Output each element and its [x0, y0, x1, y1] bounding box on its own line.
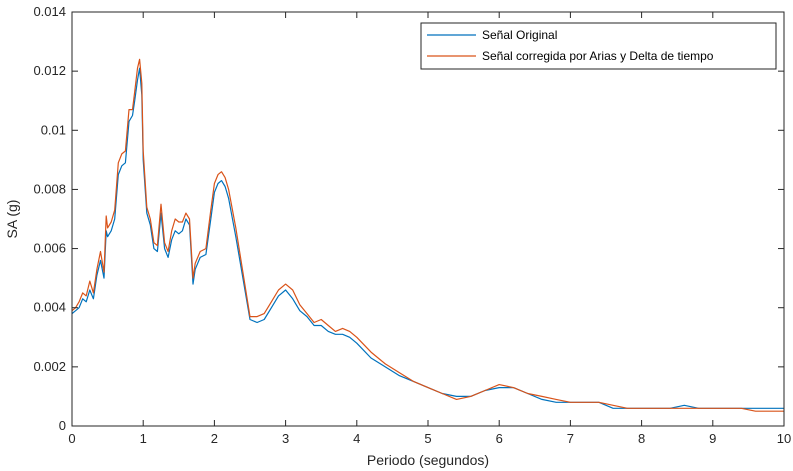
y-tick-label: 0.008 — [33, 181, 66, 196]
y-tick-label: 0.002 — [33, 359, 66, 374]
y-tick-label: 0.012 — [33, 63, 66, 78]
y-tick-label: 0.004 — [33, 300, 66, 315]
legend: Señal Original Señal corregida por Arias… — [420, 22, 777, 70]
legend-box — [420, 22, 777, 70]
series-line-senal-corregida — [71, 58, 784, 412]
y-axis-ticks: 0 0.002 0.004 0.006 0.008 0.01 0.012 0.014 — [33, 4, 784, 433]
y-tick-label: 0 — [59, 418, 66, 433]
x-tick-label: 1 — [140, 431, 147, 446]
x-tick-label: 6 — [496, 431, 503, 446]
y-tick-label: 0.006 — [33, 241, 66, 256]
x-tick-label: 5 — [424, 431, 431, 446]
x-tick-label: 7 — [567, 431, 574, 446]
x-tick-label: 2 — [211, 431, 218, 446]
legend-label-senal-corregida: Señal corregida por Arias y Delta de tie… — [482, 49, 714, 63]
x-tick-label: 0 — [68, 431, 75, 446]
x-tick-label: 9 — [709, 431, 716, 446]
y-axis-label: SA (g) — [4, 200, 20, 239]
series-line-senal-original — [71, 67, 784, 409]
x-tick-label: 10 — [777, 431, 791, 446]
x-axis-label: Periodo (segundos) — [367, 452, 489, 468]
y-tick-label: 0.014 — [33, 4, 66, 19]
x-axis-ticks: 0 1 2 3 4 5 6 7 8 9 10 — [68, 12, 791, 446]
x-tick-label: 3 — [282, 431, 289, 446]
x-tick-label: 4 — [353, 431, 360, 446]
legend-label-senal-original: Señal Original — [482, 28, 557, 42]
x-tick-label: 8 — [638, 431, 645, 446]
series-layer — [71, 58, 784, 412]
y-tick-label: 0.01 — [41, 122, 66, 137]
